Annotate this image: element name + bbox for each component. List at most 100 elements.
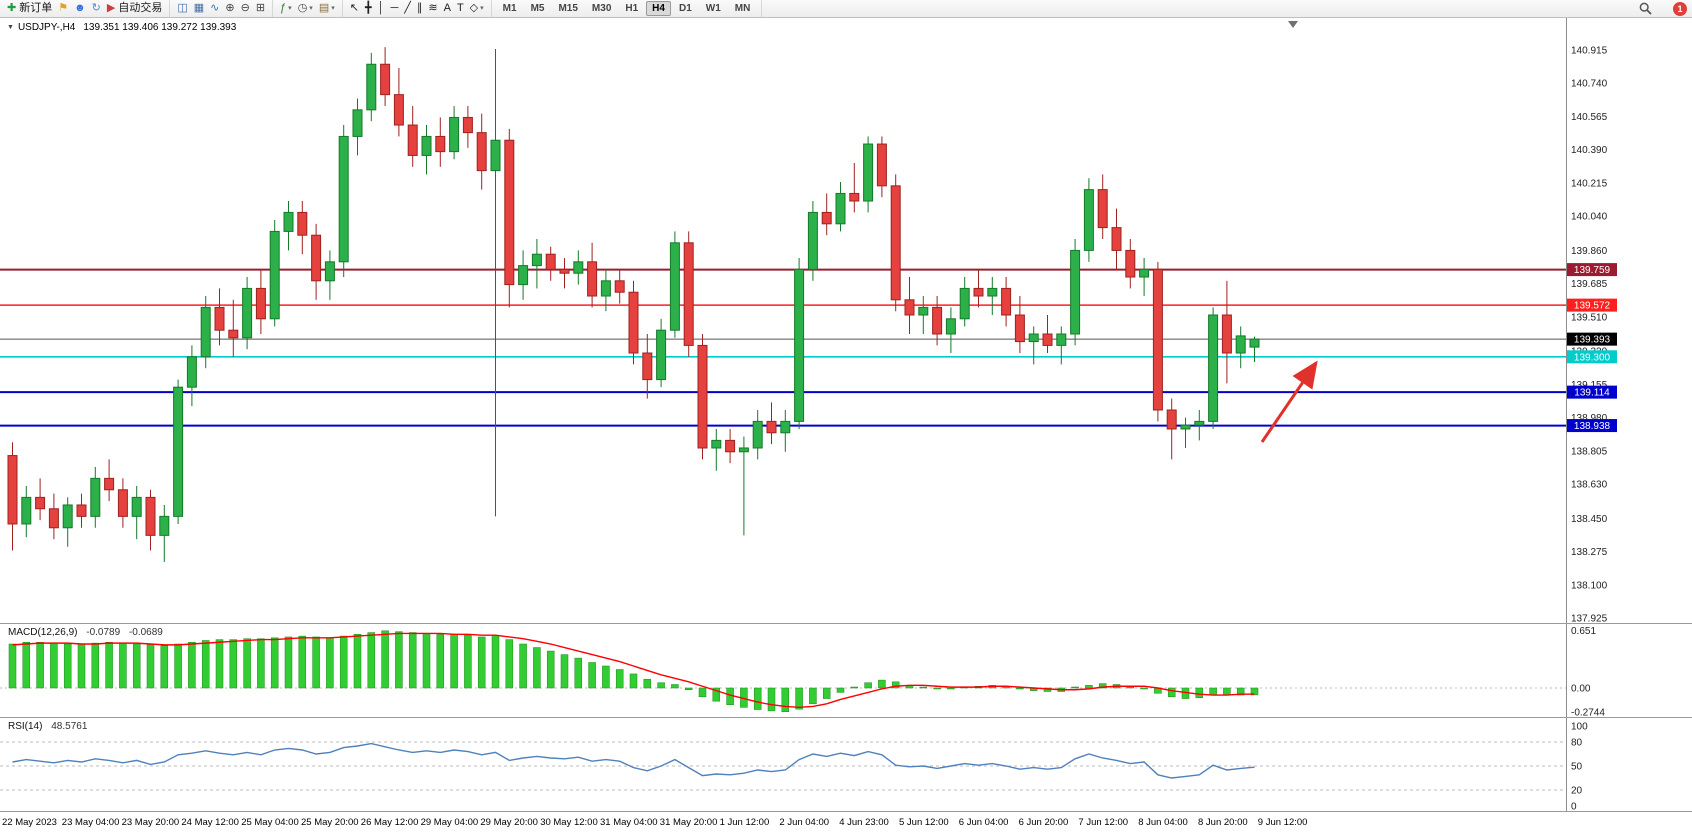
new-order-button[interactable]: ✚ 新订单 bbox=[4, 1, 55, 16]
search-icon[interactable] bbox=[1636, 2, 1655, 15]
candle bbox=[614, 280, 625, 293]
line-chart-icon[interactable]: ∿ bbox=[207, 1, 222, 16]
channel-icon[interactable]: ∥ bbox=[414, 1, 426, 16]
timeframe-w1[interactable]: W1 bbox=[705, 3, 721, 14]
macd-bar bbox=[91, 642, 100, 689]
vertical-line-icon[interactable]: │ bbox=[375, 1, 388, 16]
templates-icon[interactable]: ▤ ▾ bbox=[316, 1, 338, 16]
macd-bar bbox=[588, 662, 596, 689]
macd-bar bbox=[878, 679, 886, 689]
timeframe-h1[interactable]: H1 bbox=[625, 3, 639, 14]
autotrading-button[interactable]: ▶ 自动交易 bbox=[104, 1, 165, 16]
macd-bar bbox=[367, 632, 376, 689]
chevron-down-icon[interactable]: ▾ bbox=[288, 5, 292, 12]
time-axis-label: 30 May 12:00 bbox=[540, 817, 598, 828]
timeframe-m1[interactable]: M1 bbox=[502, 3, 517, 14]
chart-shift-marker[interactable] bbox=[1288, 21, 1298, 28]
trendline-icon[interactable]: ╱ bbox=[401, 1, 414, 16]
candle bbox=[62, 504, 73, 529]
macd-panel[interactable]: 0.651 0.00 -0.2744 bbox=[0, 624, 1692, 718]
candle bbox=[504, 139, 515, 286]
timeframe-d1[interactable]: D1 bbox=[678, 3, 692, 14]
candle bbox=[324, 261, 335, 282]
cursor-icon[interactable]: ↖ bbox=[347, 1, 362, 16]
candle bbox=[21, 496, 32, 525]
trend-arrow[interactable] bbox=[1260, 360, 1318, 443]
chevron-down-icon[interactable]: ▾ bbox=[309, 5, 313, 12]
chart-legend: ▼ USDJPY-,H4 139.351 139.406 139.272 139… bbox=[7, 22, 236, 33]
chevron-down-icon[interactable]: ▾ bbox=[331, 5, 335, 12]
price-axis-label: 140.215 bbox=[1571, 178, 1608, 189]
refresh-icon[interactable]: ↻ bbox=[89, 1, 104, 16]
panel-divider[interactable] bbox=[0, 717, 1692, 718]
tile-windows-icon[interactable]: ⊞ bbox=[253, 1, 268, 16]
timeframe-m30[interactable]: M30 bbox=[591, 3, 612, 14]
macd-bar bbox=[795, 687, 803, 710]
notification-badge[interactable]: 1 bbox=[1673, 1, 1687, 16]
toolbar-group-chart-type: ◫ ▦ ∿ ⊕ ⊖ ⊞ bbox=[170, 0, 274, 17]
periods-icon: ◷ bbox=[297, 2, 308, 14]
periods-icon[interactable]: ◷ ▾ bbox=[295, 1, 316, 16]
candle bbox=[1152, 268, 1163, 411]
fibonacci-icon[interactable]: ≋ bbox=[425, 1, 440, 16]
bar-chart-icon[interactable]: ◫ bbox=[174, 1, 190, 16]
price-axis-label: 140.740 bbox=[1571, 79, 1608, 90]
new-order-button-label: 新订单 bbox=[19, 2, 53, 14]
zoom-in-icon[interactable]: ⊕ bbox=[222, 1, 237, 16]
panel-divider[interactable] bbox=[0, 623, 1692, 624]
time-axis[interactable]: 22 May 2023 23 May 04:00 23 May 20:00 24 Ma… bbox=[0, 812, 1692, 835]
macd-bar bbox=[146, 644, 155, 689]
rsi-axis-label: 100 bbox=[1571, 722, 1588, 733]
horizontal-lines bbox=[0, 268, 1566, 427]
price-axis-border bbox=[1566, 18, 1567, 812]
one-click-trading-toggle[interactable]: ▼ bbox=[7, 24, 14, 31]
community-icon[interactable]: ☻ bbox=[71, 1, 89, 16]
label-icon[interactable]: T bbox=[454, 1, 467, 16]
panel-divider[interactable] bbox=[0, 811, 1692, 812]
macd-bar bbox=[326, 637, 334, 689]
macd-bar bbox=[1071, 686, 1079, 689]
macd-axis-label: -0.2744 bbox=[1571, 708, 1605, 718]
price-label-box: 139.759 bbox=[1567, 263, 1617, 277]
candle bbox=[173, 386, 184, 517]
rsi-axis-label: 0 bbox=[1571, 802, 1577, 813]
timeframe-mn[interactable]: MN bbox=[734, 3, 751, 14]
candle bbox=[1166, 409, 1177, 430]
candle bbox=[1208, 314, 1219, 422]
candlestick-chart-icon[interactable]: ▦ bbox=[191, 1, 207, 16]
timeframe-m15[interactable]: M15 bbox=[558, 3, 578, 14]
zoom-out-icon[interactable]: ⊖ bbox=[238, 1, 253, 16]
timeframe-m5[interactable]: M5 bbox=[530, 3, 545, 14]
candle bbox=[1221, 314, 1232, 354]
macd-bar bbox=[1016, 687, 1024, 690]
macd-bar bbox=[77, 643, 86, 689]
macd-bar bbox=[1167, 687, 1176, 698]
rsi-panel[interactable]: 100 80 50 20 0 bbox=[0, 718, 1692, 812]
candle bbox=[835, 192, 846, 225]
shapes-icon[interactable]: ◇ ▾ bbox=[467, 1, 487, 16]
indicators-icon[interactable]: ƒ ▾ bbox=[277, 1, 295, 16]
macd-bar bbox=[947, 687, 955, 690]
time-axis-label: 8 Jun 20:00 bbox=[1198, 817, 1248, 828]
macd-bar bbox=[132, 643, 141, 689]
candle bbox=[393, 94, 404, 126]
candle bbox=[1028, 333, 1039, 343]
time-axis-label: 31 May 04:00 bbox=[600, 817, 658, 828]
macd-bar bbox=[422, 633, 431, 689]
price-chart[interactable]: 140.915 140.740 140.565 140.390 140.215 140.0… bbox=[0, 18, 1692, 624]
candle bbox=[407, 124, 418, 156]
chevron-down-icon[interactable]: ▾ bbox=[480, 5, 484, 12]
megaphone-icon[interactable]: ⚑ bbox=[55, 1, 71, 16]
text-icon[interactable]: A bbox=[441, 1, 454, 16]
candle bbox=[725, 439, 736, 453]
crosshair-icon[interactable]: ╋ bbox=[362, 1, 375, 16]
macd-bar bbox=[519, 643, 527, 689]
candle bbox=[752, 420, 763, 449]
price-axis-label: 138.980 bbox=[1571, 413, 1608, 424]
candlesticks bbox=[7, 47, 1260, 562]
horizontal-line-icon[interactable]: ─ bbox=[387, 1, 401, 16]
candle bbox=[1014, 314, 1025, 343]
toolbar-group-trade: ✚ 新订单 ⚑ ☻ ↻ ▶ 自动交易 bbox=[0, 0, 171, 17]
timeframe-h4[interactable]: H4 bbox=[646, 1, 671, 16]
macd-bar bbox=[671, 684, 679, 689]
